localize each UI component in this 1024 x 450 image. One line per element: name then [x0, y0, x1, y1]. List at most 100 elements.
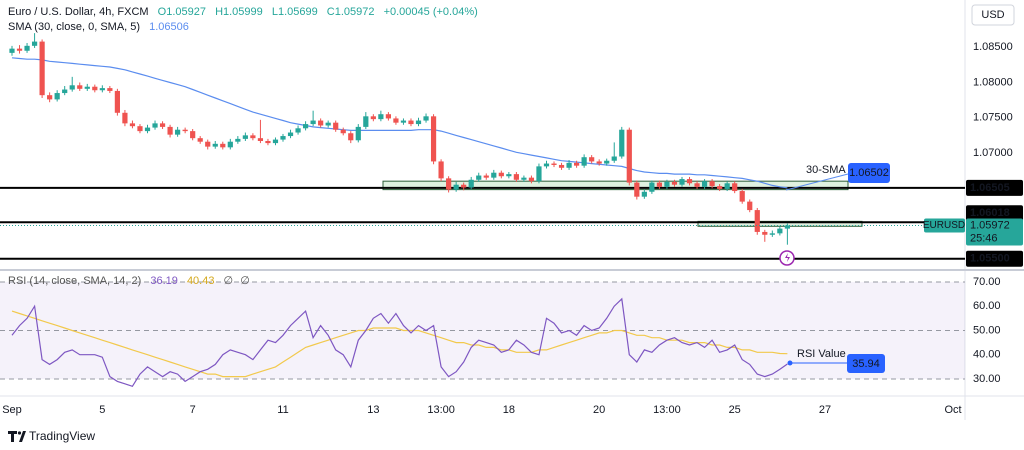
- y-tick-label: 1.07000: [973, 147, 1013, 159]
- x-tick-label: Oct: [944, 404, 961, 416]
- candle-body: [476, 175, 482, 180]
- symbol-label: EURUSD: [923, 220, 965, 231]
- candle-body: [566, 162, 572, 168]
- candle-body: [295, 128, 301, 133]
- candle-body: [92, 86, 98, 91]
- indicator-legend: SMA (30, close, 0, SMA, 5) 1.06506: [8, 21, 189, 33]
- last-price-box: [966, 218, 1023, 246]
- chart-header: Euro / U.S. Dollar, 4h, FXCM O1.05927 H1…: [8, 6, 478, 18]
- ohlc-change: +0.00045 (+0.04%): [384, 6, 478, 18]
- candle-body: [461, 184, 467, 188]
- last-price-label: 1.05972: [970, 219, 1010, 231]
- candle-body: [694, 183, 700, 187]
- candle-body: [521, 177, 527, 180]
- candle-body: [543, 163, 550, 167]
- candle-body: [205, 141, 211, 147]
- candle-body: [679, 179, 685, 185]
- candle-body: [318, 120, 324, 126]
- countdown: 25:46: [970, 232, 998, 244]
- candle-body: [626, 129, 632, 183]
- candle-body: [257, 138, 264, 141]
- candle-body: [197, 138, 203, 142]
- ohlc-low: L1.05699: [272, 6, 318, 18]
- candle-body: [287, 132, 294, 137]
- level-label: 1.06505: [970, 182, 1010, 194]
- candle-body: [784, 225, 790, 229]
- candle-body: [701, 181, 708, 187]
- annotation-dot: [787, 360, 793, 366]
- candle-body: [754, 210, 760, 232]
- x-tick-label: 20: [593, 404, 605, 416]
- rsi-value: 36.19: [150, 275, 178, 287]
- candle-body: [483, 175, 489, 178]
- candle-body: [250, 135, 256, 139]
- annotation-box: [848, 163, 890, 183]
- x-tick-label: 13:00: [427, 404, 455, 416]
- candle-body: [129, 123, 136, 127]
- y-tick-label: 1.08500: [973, 41, 1013, 53]
- candle-body: [408, 120, 414, 125]
- brand-icon: [17, 431, 22, 435]
- rsi-line: [11, 297, 788, 388]
- candle-body: [378, 114, 384, 120]
- support-zone: [382, 180, 849, 191]
- candle-body: [62, 89, 68, 94]
- candle-body: [686, 179, 693, 184]
- candle-body: [649, 182, 655, 192]
- candle-body: [491, 172, 497, 178]
- rsi-ma-line: [11, 310, 788, 378]
- candle-body: [242, 135, 248, 139]
- candle-body: [634, 182, 640, 197]
- candle-body: [227, 141, 233, 148]
- candle-body: [190, 131, 196, 139]
- rsi-legend: RSI (14, close, SMA, 14, 2) 36.19 40.43 …: [8, 275, 250, 287]
- x-tick-label: 25: [729, 404, 741, 416]
- y-tick-label: 40.00: [973, 349, 1001, 361]
- candle-body: [47, 95, 53, 100]
- candle-body: [581, 157, 587, 166]
- chart-title: Euro / U.S. Dollar, 4h, FXCM: [8, 6, 149, 18]
- candle-body: [385, 114, 391, 119]
- candle-body: [513, 174, 519, 180]
- annotation-line: [785, 173, 849, 191]
- brand-logo: [8, 431, 26, 442]
- candle-body: [340, 129, 346, 134]
- x-tick-label: Sep: [2, 404, 22, 416]
- candle-body: [370, 116, 376, 120]
- x-tick-label: 13:00: [653, 404, 681, 416]
- candle-body: [423, 116, 429, 121]
- y-tick-label: 1.07500: [973, 112, 1013, 124]
- candle-body: [355, 126, 361, 141]
- x-tick-label: 5: [99, 404, 105, 416]
- candle-body: [220, 143, 226, 148]
- level-label-box: [966, 179, 1023, 196]
- candle-body: [732, 183, 738, 192]
- candle-body: [641, 191, 647, 197]
- candle-body: [24, 45, 30, 51]
- x-tick-label: 7: [190, 404, 196, 416]
- candle-body: [16, 48, 23, 51]
- candle-body: [468, 179, 474, 188]
- candle-body: [212, 143, 218, 147]
- candle-body: [415, 120, 422, 125]
- candle-body: [363, 116, 369, 127]
- ohlc-high: H1.05999: [215, 6, 263, 18]
- candle-body: [175, 129, 181, 135]
- candle-body: [333, 122, 339, 130]
- candle-body: [551, 163, 557, 165]
- candle-body: [777, 228, 783, 234]
- annotation-text: RSI Value: [797, 348, 846, 360]
- candle-body: [671, 181, 678, 185]
- candle-body: [747, 201, 753, 211]
- candle-body: [536, 166, 542, 182]
- candle-body: [31, 41, 38, 46]
- currency-button[interactable]: [971, 4, 1015, 26]
- candle-body: [506, 174, 512, 177]
- indicator-name: SMA (30, close, 0, SMA, 5): [8, 21, 140, 33]
- currency[interactable]: USD: [981, 9, 1004, 21]
- candle-body: [137, 126, 143, 132]
- candle-body: [453, 184, 459, 190]
- candle-body: [604, 160, 610, 164]
